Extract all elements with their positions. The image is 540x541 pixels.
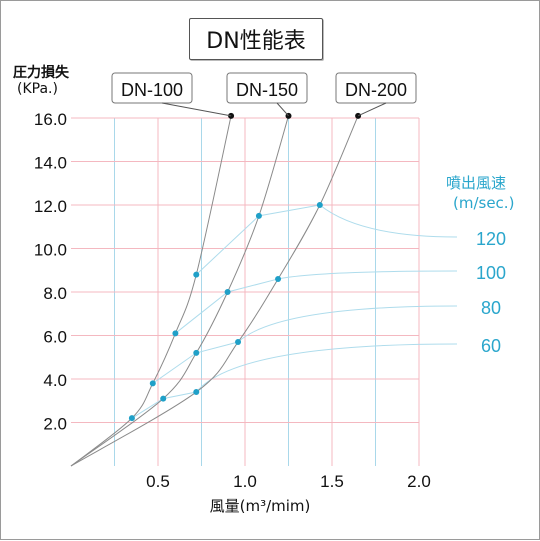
speed-label-120: 120 — [476, 229, 506, 249]
data-point — [224, 289, 231, 295]
curve-dn-150 — [70, 115, 289, 467]
data-point — [128, 415, 135, 422]
x-tick-label: 0.5 — [146, 472, 170, 491]
y-axis-unit: (KPa.) — [17, 81, 58, 97]
series-label-box — [226, 72, 308, 104]
series-label-dn-150: DN-150 — [236, 80, 298, 100]
y-tick-label: 12.0 — [34, 197, 67, 216]
series-label-dn-100: DN-100 — [121, 80, 183, 100]
y-tick-label: 8.0 — [43, 284, 67, 303]
x-axis-label: 風量(m³/mim) — [210, 497, 311, 515]
data-point — [193, 349, 200, 356]
speed-line-120 — [195, 204, 458, 275]
data-point — [275, 275, 282, 282]
series-leader-line — [276, 102, 289, 117]
speed-line-60 — [131, 343, 458, 419]
series-label-box — [111, 72, 193, 104]
y-tick-label: 4.0 — [43, 371, 67, 390]
x-tick-label: 1.5 — [320, 472, 344, 491]
data-point — [193, 389, 200, 396]
curve-dn-100 — [70, 115, 232, 467]
speed-label-60: 60 — [481, 336, 501, 356]
y-axis-label: 圧力損失 — [13, 65, 69, 81]
series-label-dn-200: DN-200 — [345, 80, 407, 100]
speed-label-80: 80 — [481, 298, 501, 318]
y-tick-label: 6.0 — [43, 328, 67, 347]
series-leader-line — [161, 102, 232, 117]
series-leader-line — [357, 102, 387, 117]
data-point — [172, 330, 179, 337]
speed-legend-unit: (m/sec.) — [453, 194, 515, 212]
x-tick-label: 1.0 — [233, 472, 257, 491]
series-label-box — [335, 72, 417, 104]
data-point — [255, 212, 262, 219]
y-tick-label: 16.0 — [34, 110, 67, 129]
speed-label-100: 100 — [476, 263, 506, 283]
data-point — [316, 202, 323, 208]
data-point — [160, 395, 167, 402]
data-point — [149, 380, 156, 387]
speed-line-100 — [175, 270, 458, 334]
data-point — [193, 271, 200, 278]
y-tick-label: 14.0 — [34, 154, 67, 173]
y-tick-label: 10.0 — [34, 241, 67, 260]
data-point — [235, 339, 242, 346]
chart-title: DN性能表 — [189, 18, 323, 60]
x-tick-label: 2.0 — [407, 472, 431, 491]
y-tick-label: 2.0 — [43, 415, 67, 434]
speed-legend-title: 噴出風速 — [446, 174, 507, 192]
curve-dn-200 — [70, 115, 359, 467]
